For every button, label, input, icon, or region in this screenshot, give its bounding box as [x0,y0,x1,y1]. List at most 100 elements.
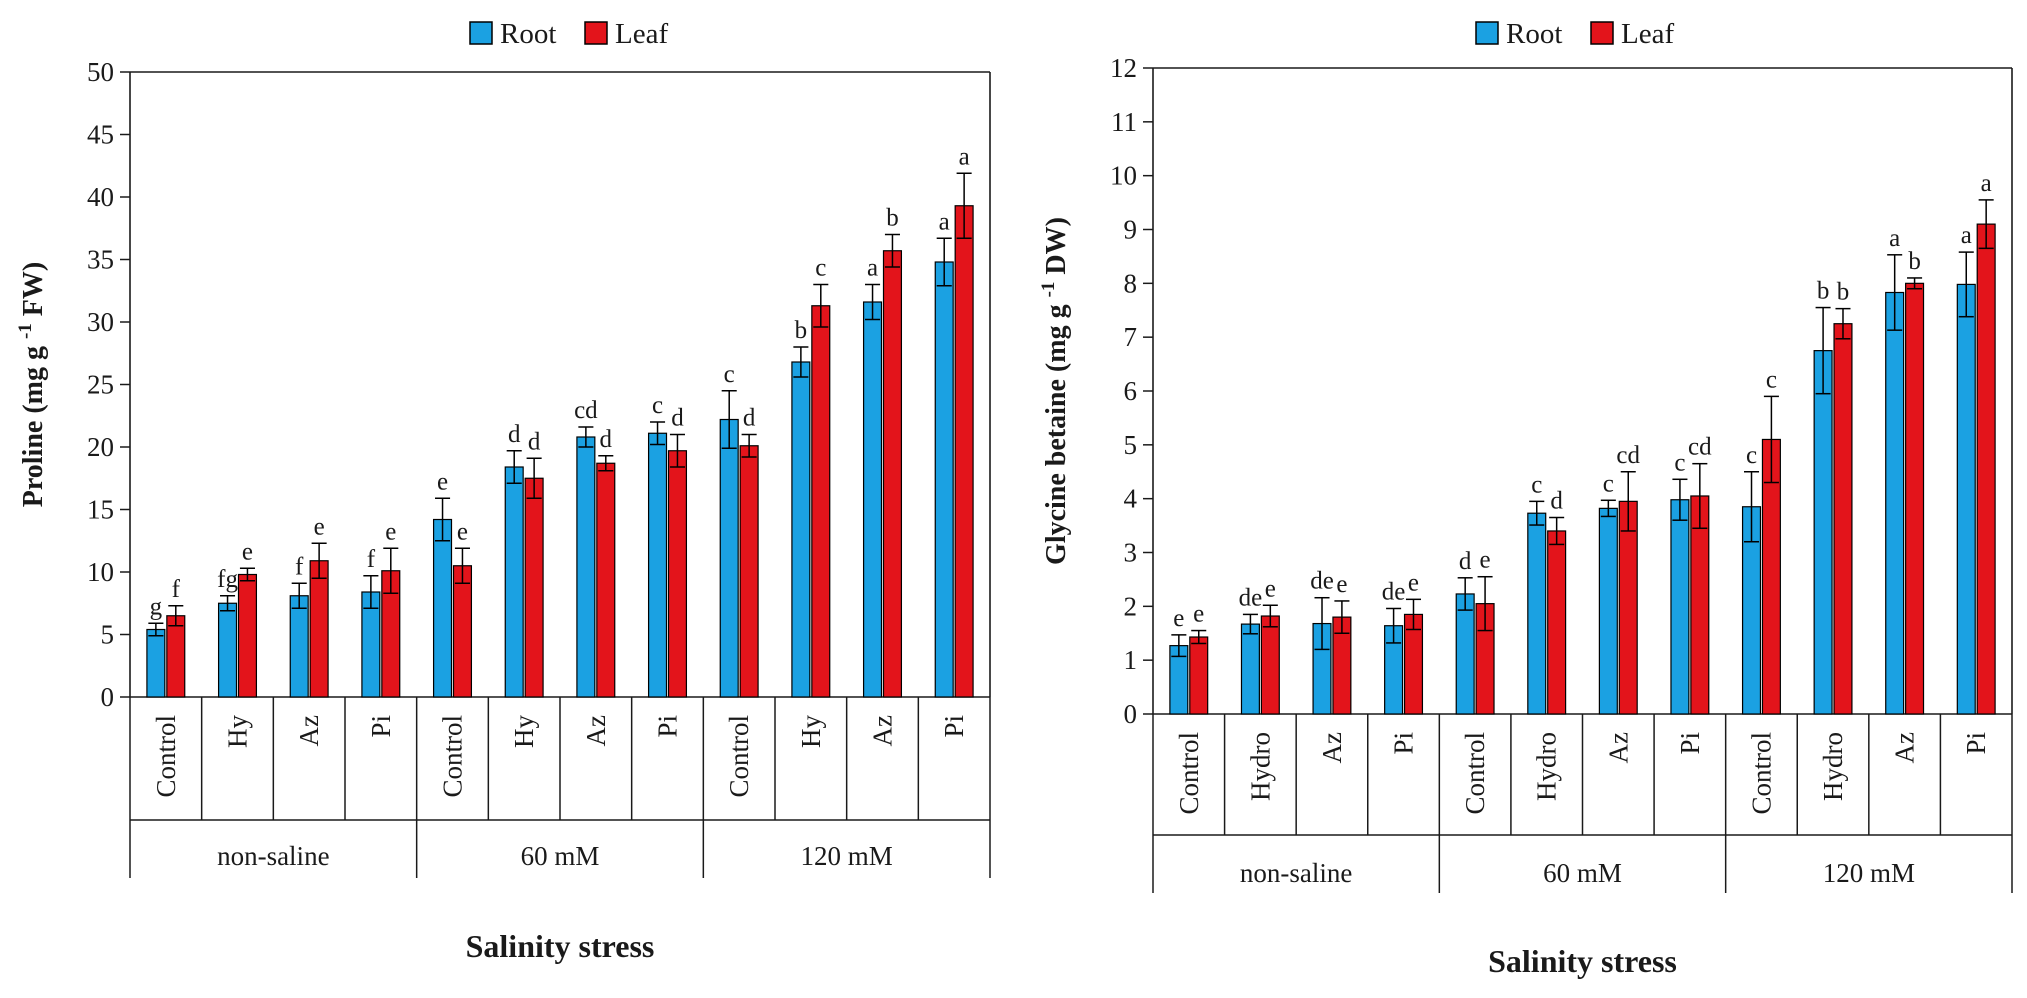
y-tick-label: 10 [1110,161,1137,191]
bar-root [432,518,453,698]
bar-leaf [1260,615,1280,715]
category-label: Hy [796,715,826,748]
significance-letter-root: e [437,468,448,495]
significance-letter-root: c [1531,471,1542,498]
significance-letter-root: a [1889,225,1900,252]
category-label: Az [294,715,324,746]
bar-leaf [882,250,903,698]
bar-root [146,628,166,698]
y-axis-label-tail: DW) [1041,217,1072,282]
significance-letter-root: c [1674,449,1685,476]
category-label: Hy [509,715,539,748]
category-label: Control [151,715,181,798]
y-tick-label: 8 [1124,268,1138,298]
x-axis-label: Salinity stress [466,928,655,964]
y-axis-label-main: Glycine betaine (mg g [1041,297,1072,565]
category-label: Control [1746,732,1776,815]
bar-root [289,595,309,698]
category-label: Control [1460,732,1490,815]
chart-1: Root Leaf 0 5 10 15 20 25 30 35 40 45 50 Proline (mg … [15,18,991,964]
y-tick-label: 5 [101,620,115,650]
significance-letter-leaf: e [242,538,253,565]
significance-letter-root: a [939,208,950,235]
significance-letter-root: f [367,546,376,573]
x-groups: non-saline 60 mM 120 mM [129,819,991,878]
bar-root [217,602,238,698]
significance-letter-root: cd [574,397,598,424]
x-axis-label: Salinity stress [1488,943,1677,979]
legend: Root Leaf [469,18,668,50]
significance-letter-leaf: e [1336,571,1347,598]
bar-root [719,418,739,698]
significance-letter-root: de [1310,568,1334,595]
significance-letter-leaf: b [886,205,899,232]
bar-leaf [309,560,329,698]
significance-letter-leaf: e [314,513,325,540]
x-groups: non-saline 60 mM 120 mM [1152,834,2013,893]
significance-letter-root: c [724,361,735,388]
bar-leaf [1905,282,1925,715]
bar-root [1956,283,1976,715]
bar-leaf [524,477,544,698]
significance-letter-root: c [1603,470,1614,497]
bar-root [1598,507,1618,715]
y-tick-label: 35 [87,245,114,275]
y-axis-label-sup: -1 [15,323,36,339]
y-tick-label: 20 [87,432,114,462]
significance-letter-root: f [295,553,304,580]
significance-letter-leaf: a [1981,170,1992,197]
y-axis-label-tail: FW) [18,262,49,323]
y-tick-label: 50 [87,57,114,87]
significance-letter-leaf: e [385,518,396,545]
bar-root [1885,291,1905,715]
y-tick-label: 40 [87,182,114,212]
y-tick-label: 3 [1124,538,1138,568]
bar-leaf [954,205,974,698]
category-label: Az [1317,732,1347,763]
significance-letter-leaf: cd [1616,442,1640,469]
y-tick-label: 30 [87,307,114,337]
category-label: Az [1603,732,1633,763]
bar-leaf [1547,530,1567,715]
category-label: Pi [1389,732,1419,755]
category-label: Pi [653,715,683,738]
category-label: Pi [366,715,396,738]
y-tick-label: 1 [1124,645,1138,675]
category-label: Pi [1961,732,1991,755]
bar-leaf [811,305,831,698]
y-tick-label: 5 [1124,430,1138,460]
bar-leaf [1833,323,1853,715]
legend-swatch-root [1475,21,1499,45]
bar-leaf [452,565,473,698]
significance-letter-leaf: e [1265,575,1276,602]
legend-swatch-leaf [1590,21,1614,45]
bar-leaf [596,462,616,698]
category-label: Control [724,715,754,798]
y-tick-label: 0 [1124,699,1138,729]
y-tick-label: 11 [1111,107,1137,137]
legend-label-root: Root [500,18,556,50]
significance-letter-leaf: cd [1688,434,1712,461]
significance-letter-root: b [1817,278,1830,305]
significance-letter-root: b [795,317,808,344]
significance-letter-leaf: d [600,426,613,453]
y-axis-label-main: Proline (mg g [18,339,49,507]
y-axis-label-sup: -1 [1038,282,1059,298]
category-label: Hydro [1532,732,1562,801]
significance-letter-root: d [508,421,521,448]
significance-letter-root: de [1382,578,1406,605]
significance-letter-root: d [1459,548,1472,575]
bar-root [791,361,811,698]
y-tick-label: 10 [87,557,114,587]
bar-root [1455,593,1475,715]
bar-leaf [667,450,688,698]
category-label: Az [868,715,898,746]
axes [1152,67,2013,715]
significance-letter-root: c [652,392,663,419]
group-label: 60 mM [521,841,600,871]
significance-letter-leaf: b [1908,248,1921,275]
significance-letter-leaf: c [815,255,826,282]
